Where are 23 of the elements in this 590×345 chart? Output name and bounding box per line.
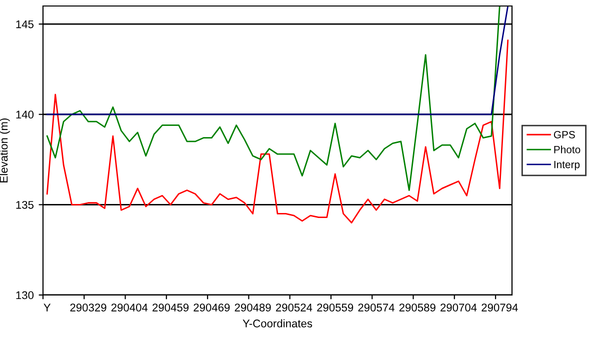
x-tick-label: 290524 bbox=[276, 304, 312, 312]
y-tick-label: 130 bbox=[16, 291, 34, 300]
x-tick-label: 290469 bbox=[194, 304, 230, 312]
y-tick-label: 145 bbox=[16, 20, 34, 28]
x-tick-label: 290329 bbox=[70, 304, 106, 312]
y-axis-title: Elevation (m) bbox=[0, 118, 10, 182]
x-tick-label: 290704 bbox=[440, 304, 477, 312]
x-axis-title: Y-Coordinates bbox=[242, 319, 312, 328]
x-tick-label: 290404 bbox=[111, 304, 148, 312]
x-tick-label: 290574 bbox=[358, 304, 394, 312]
x-tick-label: 290489 bbox=[234, 304, 271, 312]
legend-label: Photo bbox=[554, 146, 580, 154]
line-series bbox=[46, 40, 509, 224]
y-tick-label: 140 bbox=[16, 110, 34, 119]
x-tick-label: 290589 bbox=[399, 304, 436, 312]
legend-label: Interp bbox=[554, 160, 580, 170]
line-series bbox=[46, 6, 500, 191]
x-tick-label: Y bbox=[44, 304, 51, 312]
y-tick-label: 135 bbox=[16, 200, 34, 209]
legend-label: GPS bbox=[554, 131, 575, 138]
x-tick-label: 290559 bbox=[317, 304, 354, 312]
x-tick-label: 290459 bbox=[152, 304, 189, 312]
x-tick-label: 290794 bbox=[482, 304, 518, 312]
